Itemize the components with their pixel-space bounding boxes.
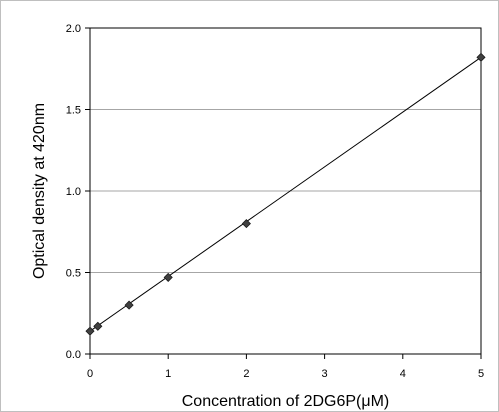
- data-point: [163, 272, 173, 282]
- y-axis-ticks: 0.0 0.5 1.0 1.5 2.0: [66, 23, 90, 361]
- y-tick-label: 1.0: [66, 186, 81, 198]
- x-axis-ticks: 0 1 2 3 4 5: [87, 354, 484, 380]
- y-axis-title: Optical density at 420nm: [31, 103, 48, 279]
- y-tick-label: 2.0: [66, 23, 81, 35]
- trendline: [89, 56, 482, 332]
- data-point: [93, 321, 103, 331]
- x-tick-label: 4: [400, 368, 406, 380]
- data-point: [85, 326, 95, 336]
- data-series: [85, 52, 486, 336]
- grid-lines: [90, 109, 481, 273]
- x-axis-title: Concentration of 2DG6P(μM): [182, 393, 390, 410]
- data-point: [124, 300, 134, 310]
- x-tick-label: 1: [165, 368, 171, 380]
- y-tick-label: 0.5: [66, 268, 81, 280]
- x-tick-label: 3: [322, 368, 328, 380]
- x-tick-label: 5: [478, 368, 484, 380]
- data-point: [241, 219, 251, 229]
- x-tick-label: 2: [243, 368, 249, 380]
- data-point: [476, 52, 486, 62]
- y-tick-label: 1.5: [66, 105, 81, 117]
- x-tick-label: 0: [87, 368, 93, 380]
- y-tick-label: 0.0: [66, 349, 81, 361]
